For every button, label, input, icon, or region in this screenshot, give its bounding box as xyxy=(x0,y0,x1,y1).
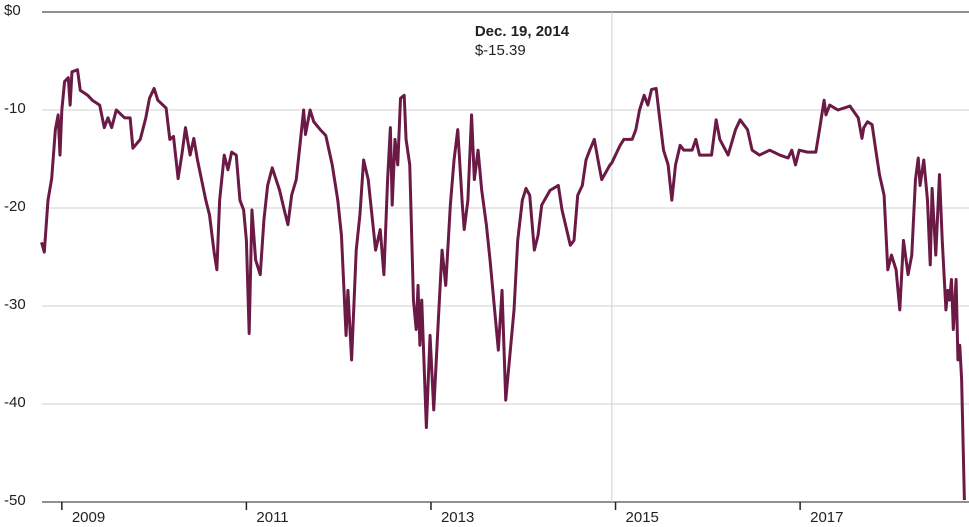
x-tick-label: 2013 xyxy=(441,509,474,526)
y-tick-label: -20 xyxy=(4,198,26,215)
x-tick-label: 2009 xyxy=(72,509,105,526)
grid xyxy=(42,11,969,510)
y-tick-label: -30 xyxy=(4,296,26,313)
x-tick-label: 2011 xyxy=(256,509,288,526)
y-tick-label: -50 xyxy=(4,492,26,509)
x-tick-label: 2017 xyxy=(810,509,843,526)
line-series xyxy=(40,68,966,501)
y-tick-label: -40 xyxy=(4,394,26,411)
annotation-date: Dec. 19, 2014 xyxy=(475,23,570,40)
plot-area xyxy=(40,68,966,501)
y-tick-label: $0 xyxy=(4,2,21,19)
annotation-value: $-15.39 xyxy=(475,42,526,59)
x-tick-label: 2015 xyxy=(626,509,659,526)
y-tick-label: -10 xyxy=(4,100,26,117)
